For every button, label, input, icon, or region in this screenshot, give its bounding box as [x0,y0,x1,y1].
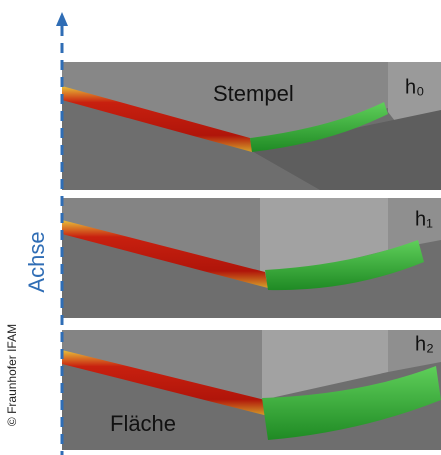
credit: © Fraunhofer IFAM [5,324,19,426]
axis-arrow [56,12,68,26]
height-label: h₂ [415,333,434,355]
height-label: h₀ [405,76,424,98]
surface-label: Fläche [110,411,176,436]
punch-label: Stempel [213,81,294,106]
figure: Stempel h₀ h₁ h₂ Fläche Achse © Fraunhof… [0,0,441,455]
axis-label: Achse [24,231,49,292]
panel-h1 [62,198,441,318]
height-label: h₁ [415,208,433,230]
